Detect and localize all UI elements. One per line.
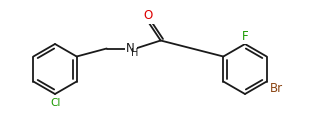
Text: Cl: Cl	[51, 98, 61, 108]
Text: F: F	[242, 29, 248, 42]
Text: H: H	[131, 48, 138, 58]
Text: N: N	[126, 42, 135, 55]
Text: Br: Br	[270, 82, 283, 95]
Text: O: O	[143, 9, 152, 22]
